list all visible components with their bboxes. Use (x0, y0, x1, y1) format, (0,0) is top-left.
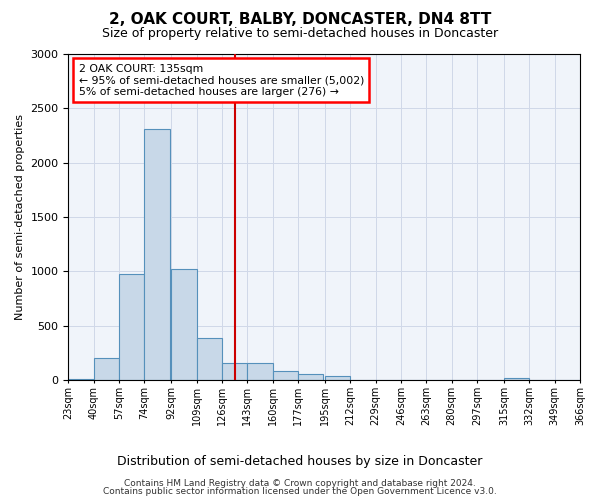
Text: Size of property relative to semi-detached houses in Doncaster: Size of property relative to semi-detach… (102, 28, 498, 40)
Text: Distribution of semi-detached houses by size in Doncaster: Distribution of semi-detached houses by … (118, 455, 482, 468)
Bar (68, 379, 94, 380)
Bar (504, 378, 529, 380)
Bar (273, 372, 298, 380)
Bar (222, 362, 247, 380)
Bar (119, 274, 145, 380)
Bar (247, 362, 273, 380)
Bar (298, 374, 323, 380)
Text: Contains public sector information licensed under the Open Government Licence v3: Contains public sector information licen… (103, 487, 497, 496)
Bar (172, 269, 197, 380)
Bar (325, 376, 350, 380)
Y-axis label: Number of semi-detached properties: Number of semi-detached properties (15, 114, 25, 320)
Text: Contains HM Land Registry data © Crown copyright and database right 2024.: Contains HM Land Registry data © Crown c… (124, 478, 476, 488)
Text: 2 OAK COURT: 135sqm
← 95% of semi-detached houses are smaller (5,002)
5% of semi: 2 OAK COURT: 135sqm ← 95% of semi-detach… (79, 64, 364, 97)
Bar (197, 338, 222, 380)
Text: 2, OAK COURT, BALBY, DONCASTER, DN4 8TT: 2, OAK COURT, BALBY, DONCASTER, DN4 8TT (109, 12, 491, 28)
Bar (145, 129, 170, 380)
Bar (94, 358, 119, 380)
